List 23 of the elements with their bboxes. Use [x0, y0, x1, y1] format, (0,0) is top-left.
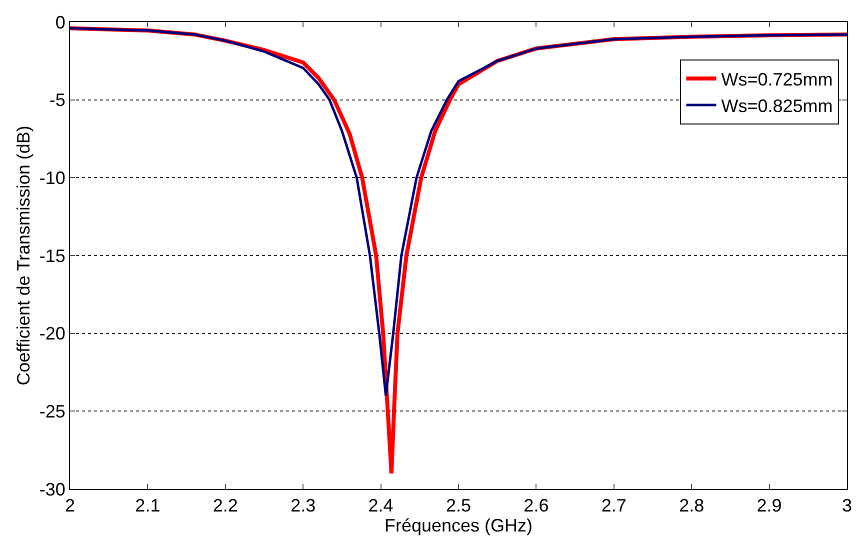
y-tick-label: -5 — [49, 90, 66, 110]
y-tick-label: -10 — [39, 168, 66, 188]
line-series — [70, 26, 847, 397]
x-axis-title: Fréquences (GHz) — [384, 516, 533, 536]
y-tick-label: -25 — [39, 401, 66, 422]
legend-label: Ws=0.825mm — [721, 96, 833, 116]
x-tick-label: 2.2 — [212, 496, 238, 516]
y-tick-label: -20 — [39, 324, 66, 344]
x-tick-label: 2.6 — [524, 496, 549, 516]
x-tick-label: 2.8 — [679, 496, 704, 516]
legend-label: Ws=0.725mm — [721, 70, 833, 90]
x-tick-label: 2.5 — [446, 496, 472, 516]
x-tick-label: 2 — [64, 496, 76, 516]
x-tick-label: 2.9 — [756, 496, 782, 516]
x-tick-label: 2.4 — [368, 496, 394, 516]
y-tick-label: -15 — [39, 246, 66, 266]
y-tick-label: -30 — [39, 479, 66, 500]
x-tick-label: 2.3 — [290, 496, 316, 516]
x-tick-label: 2.7 — [601, 496, 626, 516]
x-tick-label: 2.1 — [135, 496, 160, 516]
y-tick-label: 0 — [55, 12, 66, 32]
y-axis-title: Coefficient de Transmission (dB) — [14, 126, 34, 386]
x-tick-label: 3 — [842, 496, 852, 516]
